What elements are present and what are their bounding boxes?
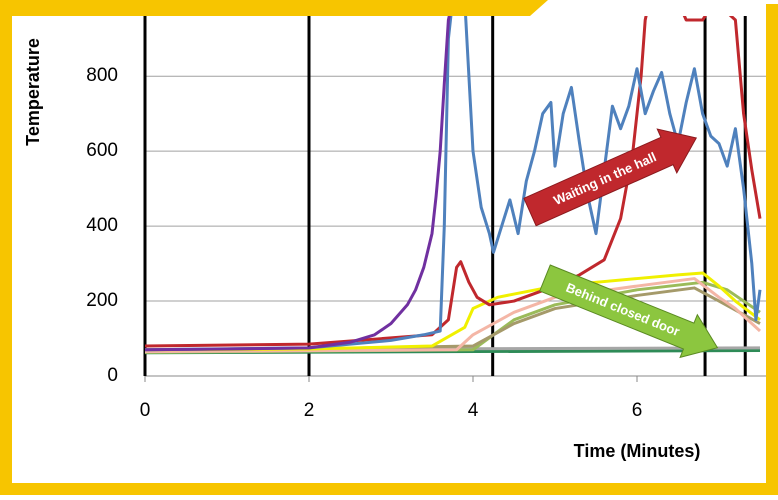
series-line	[144, 16, 451, 352]
x-axis-title: Time (Minutes)	[574, 441, 701, 461]
y-tick-label: 400	[86, 215, 118, 236]
series-line	[144, 16, 762, 352]
arrow	[539, 264, 719, 359]
x-tick-label: 4	[468, 400, 479, 421]
x-tick-label: 6	[632, 400, 643, 421]
y-axis-title: Temperature	[23, 38, 43, 146]
tab-cut	[530, 0, 778, 16]
x-tick-label: 0	[140, 400, 151, 421]
y-tick-label: 600	[86, 140, 118, 161]
y-tick-label: 200	[86, 290, 118, 311]
x-tick-label: 2	[304, 400, 315, 421]
arrow	[523, 128, 698, 227]
plot	[144, 16, 762, 355]
y-tick-label: 0	[107, 365, 118, 386]
panel	[12, 16, 766, 483]
y-tick-label: 800	[86, 65, 118, 86]
grid	[144, 75, 766, 382]
series-line	[144, 16, 762, 348]
